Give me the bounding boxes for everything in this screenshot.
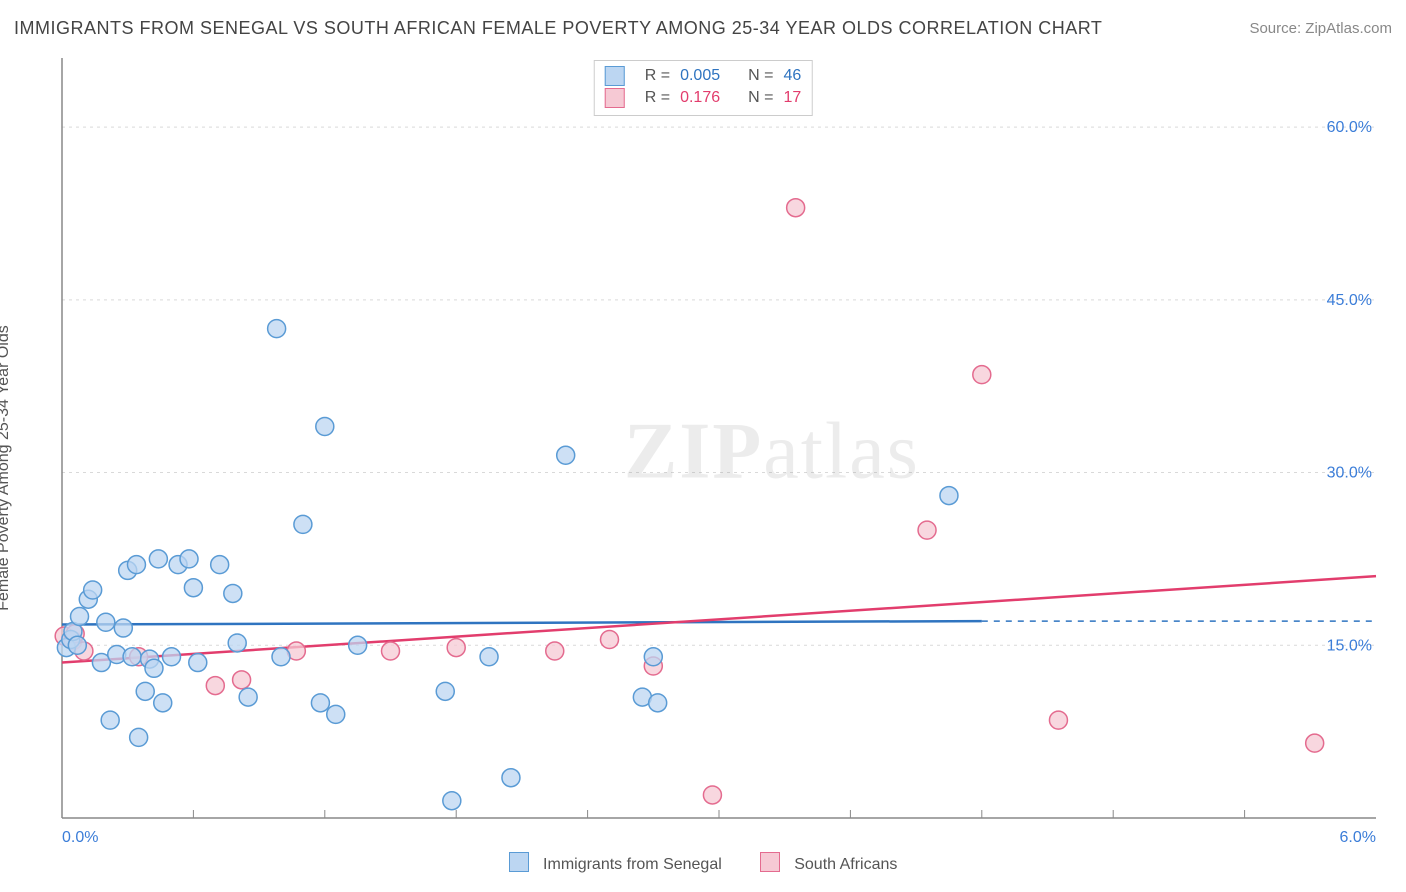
page-title: IMMIGRANTS FROM SENEGAL VS SOUTH AFRICAN… <box>14 18 1102 39</box>
stat-r-senegal: 0.005 <box>680 65 720 87</box>
chart-area: Female Poverty Among 25-34 Year Olds 15.… <box>14 58 1392 878</box>
stat-row-senegal: R = 0.005 N = 46 <box>605 65 802 87</box>
svg-text:30.0%: 30.0% <box>1327 465 1372 482</box>
swatch-senegal-footer <box>509 852 529 872</box>
stat-n-senegal: 46 <box>783 65 801 87</box>
footer-legend: Immigrants from Senegal South Africans <box>14 848 1392 878</box>
scatter-plot: 15.0% 30.0% 45.0% 60.0% 0.0% 6.0% <box>14 58 1392 878</box>
y-axis-label: Female Poverty Among 25-34 Year Olds <box>0 325 13 611</box>
stat-legend: R = 0.005 N = 46 R = 0.176 N = 17 <box>594 60 813 116</box>
swatch-south-africa <box>605 88 625 108</box>
source-label: Source: ZipAtlas.com <box>1249 20 1392 37</box>
svg-text:15.0%: 15.0% <box>1327 637 1372 654</box>
swatch-senegal <box>605 66 625 86</box>
svg-text:60.0%: 60.0% <box>1327 119 1372 136</box>
stat-row-south-africa: R = 0.176 N = 17 <box>605 87 802 109</box>
svg-text:0.0%: 0.0% <box>62 829 98 846</box>
stat-r-south-africa: 0.176 <box>680 87 720 109</box>
stat-n-south-africa: 17 <box>783 87 801 109</box>
svg-text:6.0%: 6.0% <box>1340 829 1376 846</box>
legend-item-senegal: Immigrants from Senegal <box>509 852 722 874</box>
svg-text:45.0%: 45.0% <box>1327 292 1372 309</box>
legend-item-south-africa: South Africans <box>760 852 898 874</box>
swatch-south-africa-footer <box>760 852 780 872</box>
